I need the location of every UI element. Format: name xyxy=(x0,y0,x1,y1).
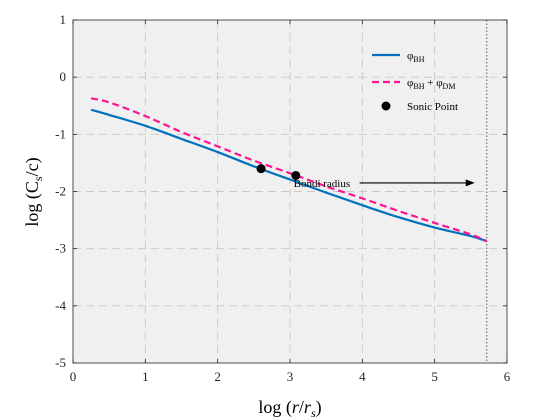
x-axis-label: log (r/rs) xyxy=(258,397,321,420)
legend-marker-sonic xyxy=(381,101,391,111)
bondi-radius-arrowhead xyxy=(465,179,475,187)
y-tick-label: -2 xyxy=(55,184,66,199)
x-tick-label: 0 xyxy=(70,369,77,384)
legend-label-sonic: Sonic Point xyxy=(407,101,458,113)
y-tick-label: -4 xyxy=(55,298,66,313)
x-tick-label: 6 xyxy=(504,369,511,384)
legend: φBH φBH + φDM Sonic Point xyxy=(372,50,458,113)
legend-label-bh-dm-sub2: DM xyxy=(443,82,456,91)
y-tick-label: 1 xyxy=(60,12,67,27)
x-tick-label: 2 xyxy=(214,369,221,384)
sonic-points-group xyxy=(256,164,301,180)
legend-label-bh: φBH xyxy=(407,50,425,64)
legend-label-bh-dm-sub1: BH xyxy=(413,82,424,91)
series-group xyxy=(90,97,488,243)
series-line-bh xyxy=(90,108,488,243)
legend-label-bh-text: φ xyxy=(407,50,413,62)
ticks-group: 0 1 2 3 4 5 6 -5 -4 -3 -2 -1 0 1 xyxy=(55,12,511,384)
x-tick-label: 5 xyxy=(431,369,438,384)
legend-label-bh-dm-text1: φ xyxy=(407,77,413,89)
y-tick-label: -1 xyxy=(55,126,66,141)
x-tick-label: 1 xyxy=(142,369,149,384)
x-tick-label: 4 xyxy=(359,369,366,384)
y-axis-label: log (Cs/c) xyxy=(22,157,45,226)
bondi-annotation: Bondi radius xyxy=(294,178,475,190)
series-line-bh-dm xyxy=(90,97,488,243)
y-tick-label: -3 xyxy=(55,241,66,256)
y-tick-label: 0 xyxy=(60,69,67,84)
bondi-radius-label: Bondi radius xyxy=(294,178,351,190)
sonic-point xyxy=(256,164,266,174)
x-tick-label: 3 xyxy=(287,369,294,384)
legend-label-bh-sub: BH xyxy=(413,55,424,64)
y-tick-label: -5 xyxy=(55,355,66,370)
legend-label-bh-dm-plus: + φ xyxy=(424,77,442,89)
sonic-point xyxy=(291,170,301,180)
grid xyxy=(73,20,507,363)
legend-label-bh-dm: φBH + φDM xyxy=(407,77,455,91)
